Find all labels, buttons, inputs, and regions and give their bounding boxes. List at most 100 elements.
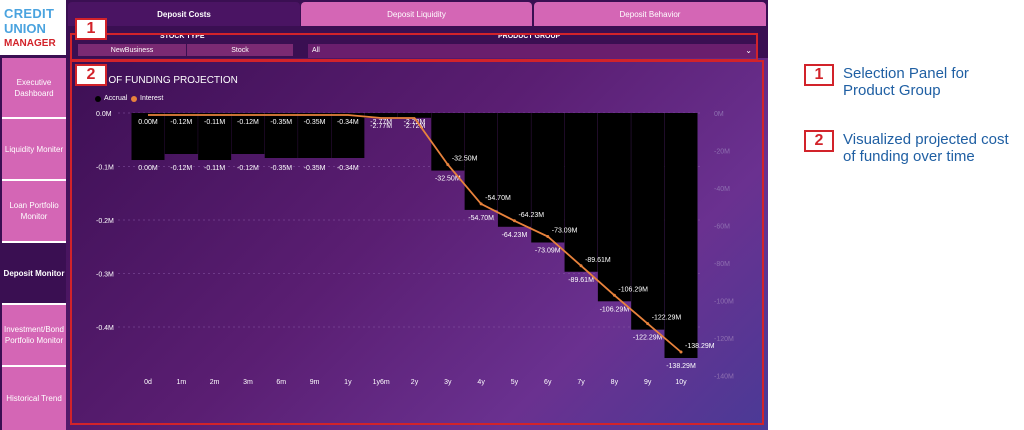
callout-number-text: 1: [86, 20, 96, 37]
sidebar-item-executive-dashboard[interactable]: Executive Dashboard: [2, 58, 66, 119]
callout-box-selection: [70, 33, 758, 61]
interest-value-label: -122.29M: [652, 315, 682, 322]
interest-point: [512, 219, 516, 223]
bar-value-label-top: -0.35M: [270, 119, 292, 126]
bar-value-label-top: -2.77M: [370, 119, 392, 126]
sidebar-item-label: Deposit Monitor: [3, 268, 65, 278]
interest-value-label: -64.23M: [518, 212, 544, 219]
accrual-bar: [564, 113, 598, 272]
bar-value-label-top: -0.12M: [237, 119, 259, 126]
bar-value-label: -0.35M: [270, 165, 292, 172]
bar-value-label-top: -0.35M: [304, 119, 326, 126]
x-axis-tick-label: 2y: [411, 379, 419, 386]
accrual-bar: [198, 113, 232, 160]
legend-dot-interest: [131, 95, 137, 102]
sidebar-item-loan-portfolio-monitor[interactable]: Loan Portfolio Monitor: [2, 181, 66, 243]
stock-type-newbusiness-button[interactable]: NewBusiness: [78, 44, 186, 56]
accrual-bar: [531, 113, 565, 243]
bar-value-label: -138.29M: [666, 363, 696, 370]
x-axis-tick-label: 10y: [675, 379, 687, 386]
right-axis-tick-label: -20M: [714, 149, 730, 156]
legend-item-interest[interactable]: Interest: [131, 95, 163, 102]
accrual-bar: [331, 113, 365, 158]
tab-deposit-liquidity[interactable]: Deposit Liquidity: [301, 2, 532, 26]
stock-type-stock-button[interactable]: Stock: [187, 44, 293, 56]
x-axis-tick-label: 0d: [144, 379, 152, 386]
tab-deposit-behavior[interactable]: Deposit Behavior: [534, 2, 766, 26]
bar-value-label-top: -2.72M: [404, 119, 426, 126]
accrual-bar: [398, 113, 431, 118]
tab-label: Deposit Liquidity: [387, 9, 446, 19]
annotation-text-2: Visualized projected cost of funding ove…: [843, 131, 1009, 165]
accrual-bar: [464, 113, 498, 210]
accrual-bar: [164, 113, 198, 154]
interest-point: [646, 322, 650, 326]
sidebar-item-label: Investment/Bond Portfolio Monitor: [3, 325, 65, 345]
x-axis-tick-label: 2m: [210, 379, 220, 386]
interest-point: [479, 202, 483, 206]
accrual-bar: [631, 113, 665, 330]
bar-value-label: -54.70M: [468, 215, 494, 222]
interest-point: [612, 293, 616, 297]
x-axis-tick-label: 1y6m: [373, 379, 390, 386]
accrual-bar: [364, 113, 398, 118]
interest-point: [679, 350, 683, 354]
bar-value-label: -0.12M: [170, 165, 192, 172]
accrual-bar: [497, 113, 531, 227]
logo-line2: UNION: [4, 21, 46, 36]
product-group-label: PRODUCT GROUP: [498, 33, 561, 40]
bar-value-label: -0.35M: [304, 165, 326, 172]
accrual-bar: [664, 113, 698, 358]
right-axis-tick-label: -100M: [714, 299, 734, 306]
x-axis-tick-label: 3m: [243, 379, 253, 386]
bar-value-label: -89.61M: [568, 277, 594, 284]
sidebar-item-label: Historical Trend: [6, 394, 62, 403]
accrual-bar: [431, 113, 465, 171]
bar-value-label: -0.11M: [204, 165, 225, 172]
legend-label: Interest: [140, 95, 164, 102]
interest-line: [148, 114, 682, 353]
sidebar-item-historical-trend[interactable]: Historical Trend: [2, 367, 66, 430]
button-label: Stock: [231, 46, 249, 54]
legend-item-accrual[interactable]: Accrual: [95, 95, 127, 102]
accrual-bar: [131, 113, 165, 160]
sidebar-item-investment-bond-portfolio-monitor[interactable]: Investment/Bond Portfolio Monitor: [2, 305, 66, 367]
sidebar-item-deposit-monitor[interactable]: Deposit Monitor: [2, 243, 66, 305]
x-axis-tick-label: 5y: [511, 379, 519, 386]
interest-value-label: -89.61M: [585, 257, 611, 264]
x-axis-tick-label: 1y: [344, 379, 352, 386]
bar-value-label: -32.50M: [435, 176, 461, 183]
sidebar-item-label: Executive Dashboard: [14, 77, 54, 98]
accrual-bar: [597, 113, 631, 302]
left-axis-tick-label: -0.3M: [96, 272, 114, 279]
annotation-number-1: 1: [804, 64, 834, 86]
chevron-down-icon: ⌄: [745, 46, 752, 55]
bar-value-label-top: -0.12M: [170, 119, 192, 126]
callout-number-2: 2: [75, 64, 107, 86]
right-axis-tick-label: -40M: [714, 186, 730, 193]
x-axis-tick-label: 9m: [310, 379, 320, 386]
x-axis-tick-label: 6m: [276, 379, 286, 386]
x-axis-tick-label: 9y: [644, 379, 652, 386]
callout-number-text: 2: [86, 66, 96, 83]
right-axis-tick-label: -140M: [714, 374, 734, 381]
x-axis-tick-label: 1m: [176, 379, 186, 386]
left-axis-tick-label: -0.4M: [96, 325, 114, 332]
bar-value-label-top: 0.00M: [138, 119, 158, 126]
right-axis-tick-label: -120M: [714, 336, 734, 343]
callout-number-1: 1: [75, 18, 107, 40]
interest-point: [446, 163, 450, 167]
interest-value-label: -73.09M: [552, 227, 578, 234]
x-axis-tick-label: 7y: [577, 379, 585, 386]
interest-value-label: -54.70M: [485, 195, 511, 202]
product-group-dropdown[interactable]: All ⌄: [308, 44, 756, 58]
right-axis-tick-label: -60M: [714, 224, 730, 231]
tab-bar: Deposit Costs Deposit Liquidity Deposit …: [66, 0, 768, 28]
x-axis-tick-label: 4y: [477, 379, 485, 386]
bar-value-label: -2.72M: [404, 123, 426, 130]
sidebar-item-liquidity-moniter[interactable]: Liquidity Moniter: [2, 119, 66, 181]
tab-label: Deposit Behavior: [619, 9, 681, 19]
interest-value-label: -32.50M: [452, 156, 478, 163]
sidebar-item-label: Liquidity Moniter: [4, 144, 64, 154]
right-axis-tick-label: -80M: [714, 261, 730, 268]
